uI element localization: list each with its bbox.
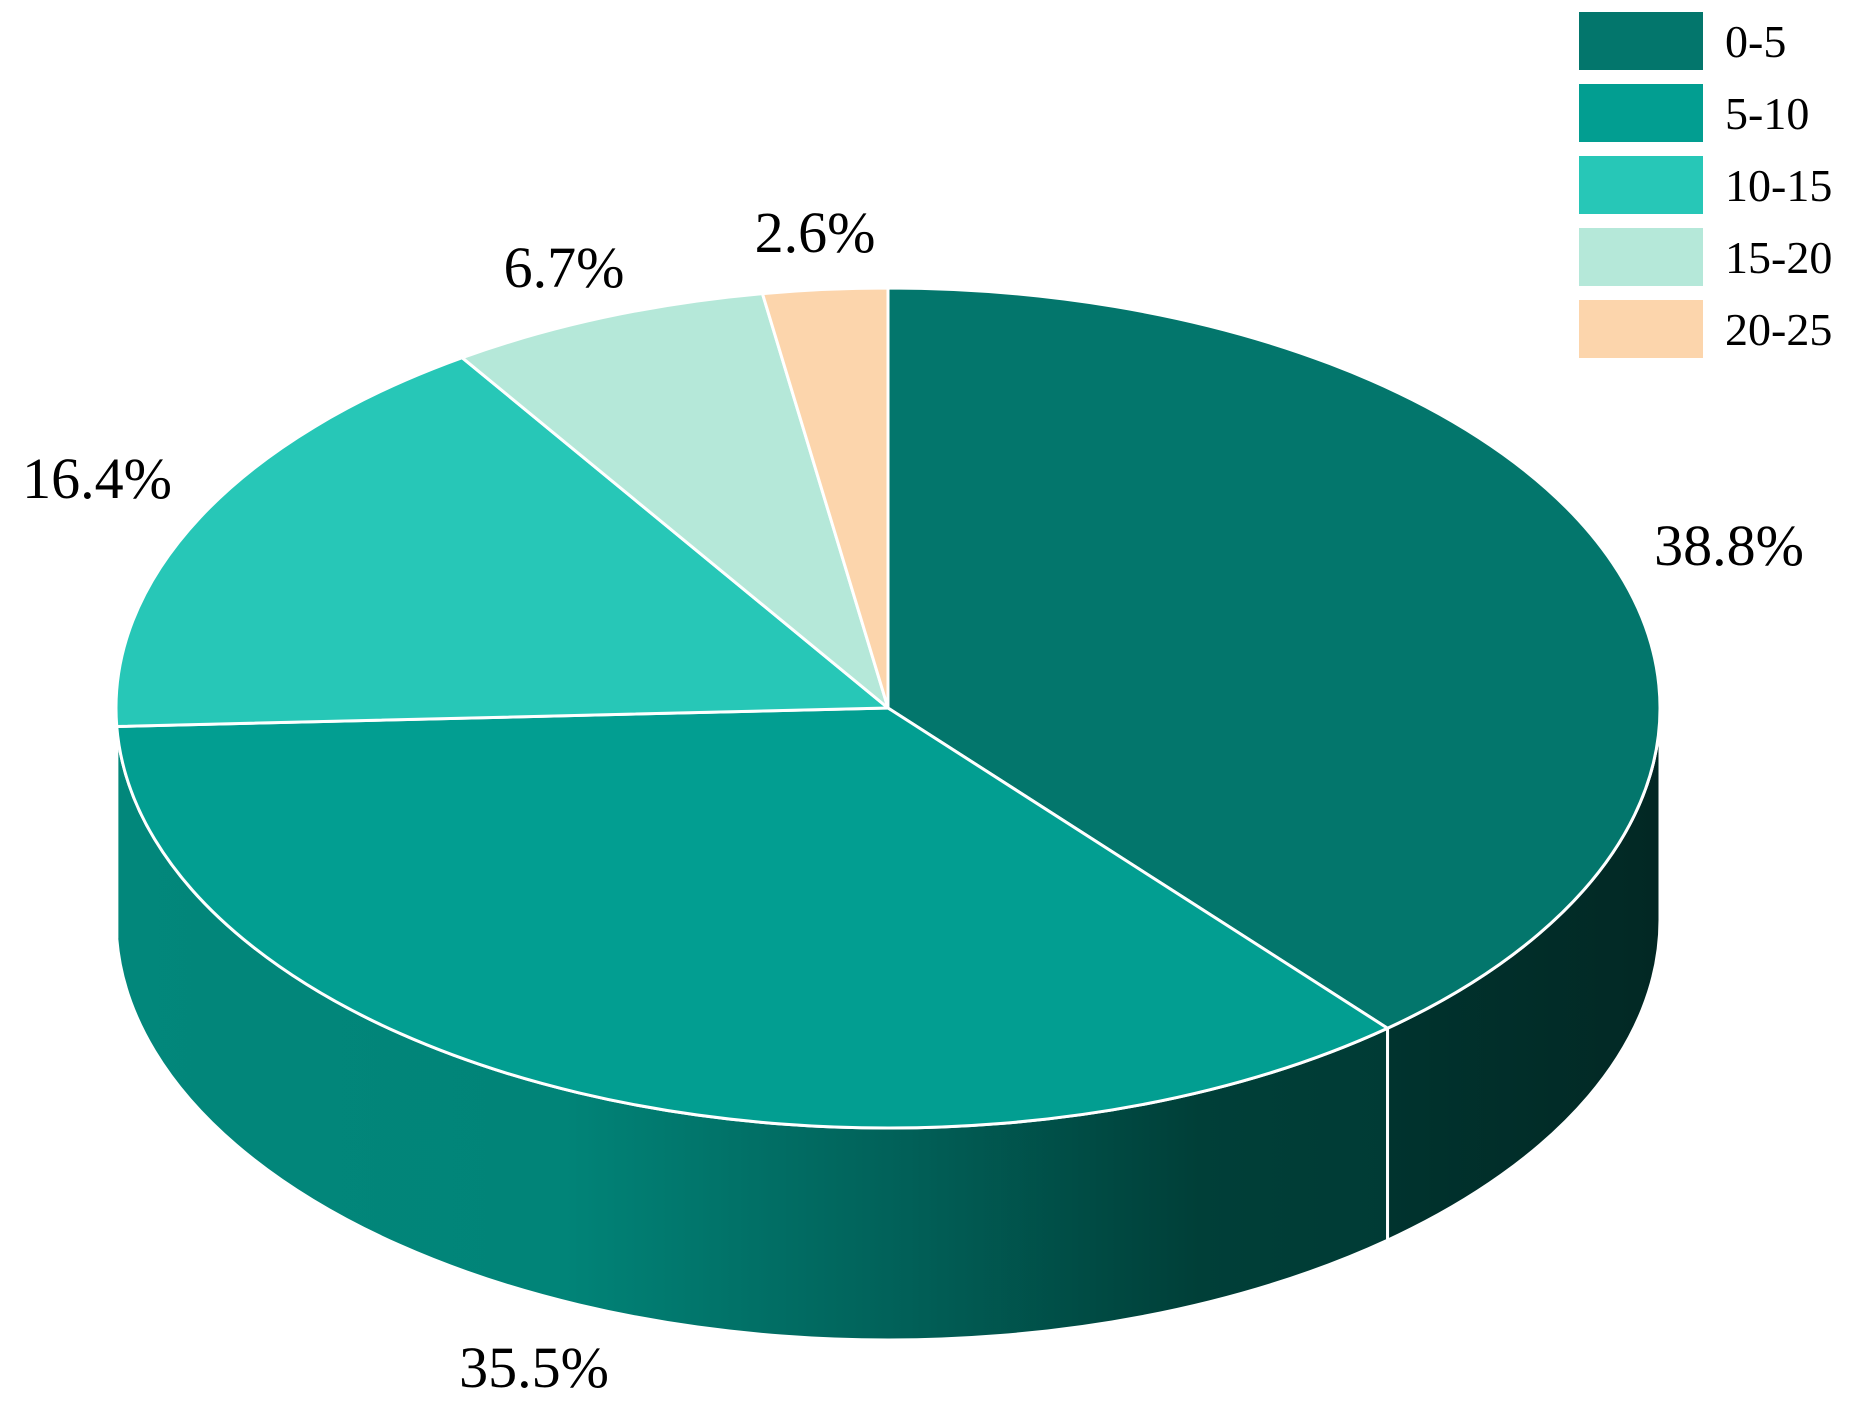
legend-swatch-5-10 [1579, 84, 1703, 142]
pie-slice-20-25 [760, 286, 890, 710]
legend-label-10-15: 10-15 [1725, 160, 1832, 211]
percent-labels: 38.8% 35.5% 16.4% 6.7% 2.6% [22, 200, 1804, 1400]
legend-label-20-25: 20-25 [1725, 304, 1832, 355]
percent-label-10-15: 16.4% [22, 446, 172, 511]
percent-label-20-25: 2.6% [755, 200, 876, 265]
pie-slice-5-10 [115, 706, 1390, 1130]
percent-label-5-10: 35.5% [459, 1335, 609, 1400]
pie-top-layer [114, 286, 1662, 1130]
percent-label-15-20: 6.7% [504, 235, 625, 300]
percent-label-0-5: 38.8% [1654, 513, 1804, 578]
pie-slice-0-5 [886, 286, 1662, 1030]
legend-label-15-20: 15-20 [1725, 232, 1832, 283]
pie-slice-15-20 [460, 292, 890, 710]
legend-swatch-20-25 [1579, 300, 1703, 358]
legend-swatch-15-20 [1579, 228, 1703, 286]
pie-side-10-15 [114, 707, 119, 939]
legend: 0-5 5-10 10-15 15-20 20-25 [1579, 12, 1832, 358]
legend-swatch-0-5 [1579, 12, 1703, 70]
legend-swatch-10-15 [1579, 156, 1703, 214]
pie-slice-10-15 [114, 356, 890, 728]
legend-label-0-5: 0-5 [1725, 16, 1786, 67]
legend-label-5-10: 5-10 [1725, 88, 1809, 139]
